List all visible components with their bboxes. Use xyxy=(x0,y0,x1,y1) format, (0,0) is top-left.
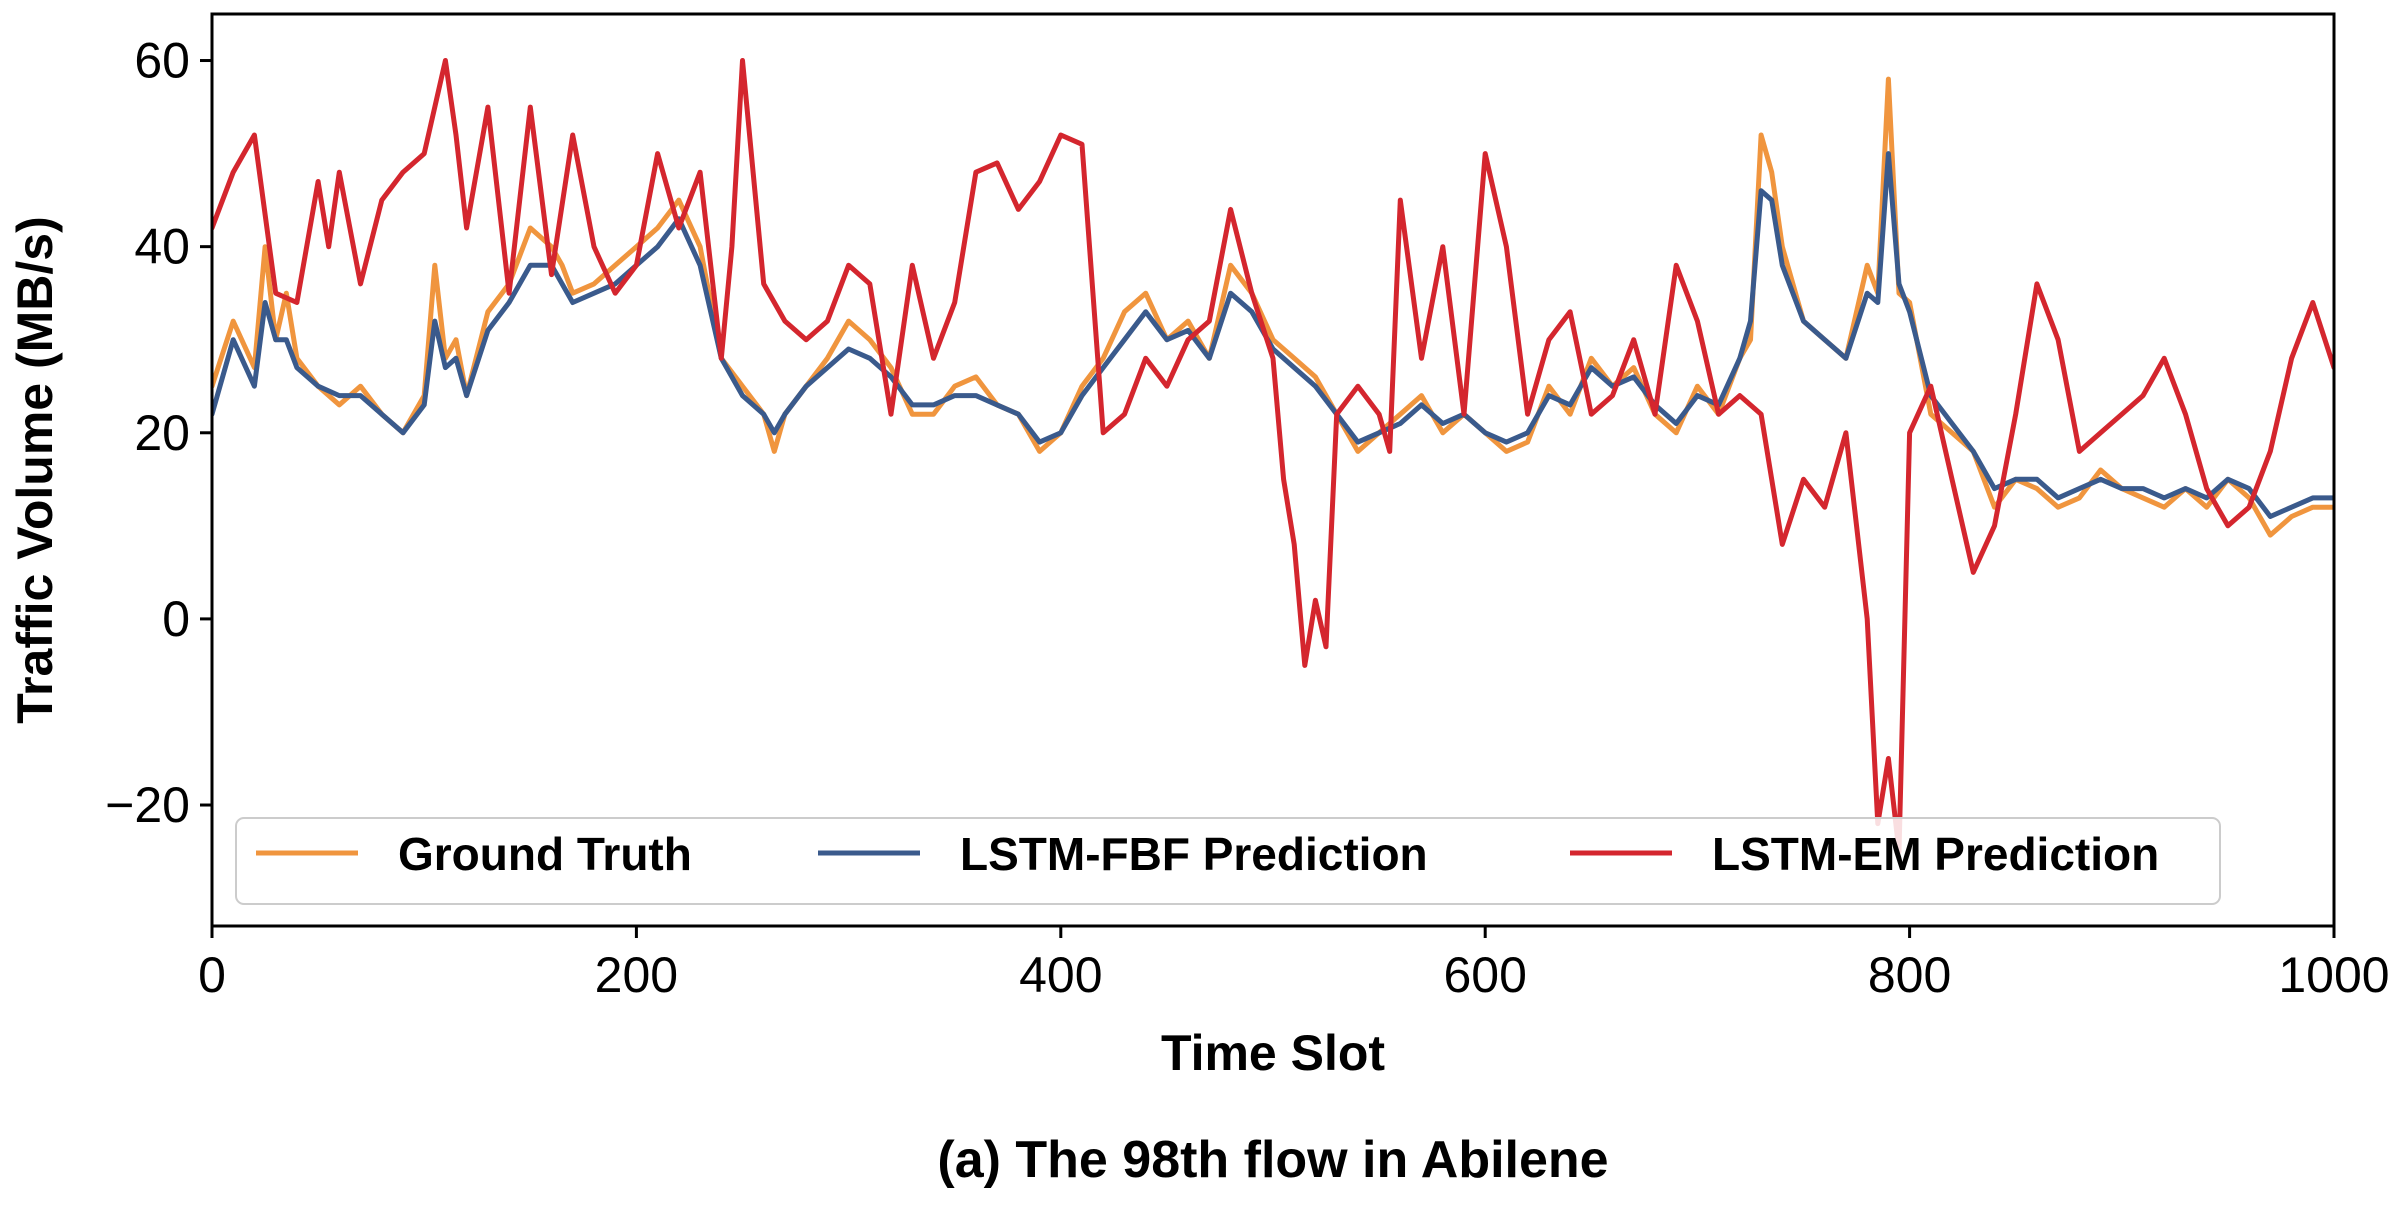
plot-frame xyxy=(210,12,2336,928)
y-tick-label: 40 xyxy=(134,219,190,275)
legend: Ground Truth LSTM-FBF Prediction LSTM-EM… xyxy=(235,817,2221,905)
y-axis: −20 0 20 40 60 xyxy=(105,33,212,833)
y-axis-label: Traffic Volume (MB/s) xyxy=(7,216,63,723)
x-tick-label: 800 xyxy=(1868,947,1951,1003)
x-tick-label: 1000 xyxy=(2278,947,2389,1003)
series-line-lstm-em-prediction xyxy=(212,58,2334,855)
y-tick-label: −20 xyxy=(105,777,190,833)
figure-caption: (a) The 98th flow in Abilene xyxy=(937,1131,1608,1189)
x-tick-label: 200 xyxy=(595,947,678,1003)
series-line-ground-truth xyxy=(212,76,2334,538)
x-axis-label: Time Slot xyxy=(1161,1025,1385,1081)
legend-box xyxy=(235,817,2221,905)
y-tick-label: 60 xyxy=(134,33,190,89)
y-tick-label: 0 xyxy=(162,591,190,647)
series-line-lstm-fbf-prediction xyxy=(212,151,2334,519)
legend-label-lstm-em: LSTM-EM Prediction xyxy=(1712,828,2159,880)
x-tick-label: 0 xyxy=(198,947,226,1003)
x-tick-label: 600 xyxy=(1443,947,1526,1003)
y-tick-label: 20 xyxy=(134,405,190,461)
x-axis: 0 200 400 600 800 1000 xyxy=(198,926,2390,1003)
series-layer xyxy=(212,58,2334,855)
legend-label-ground-truth: Ground Truth xyxy=(398,828,692,880)
x-tick-label: 400 xyxy=(1019,947,1102,1003)
legend-label-lstm-fbf: LSTM-FBF Prediction xyxy=(960,828,1428,880)
